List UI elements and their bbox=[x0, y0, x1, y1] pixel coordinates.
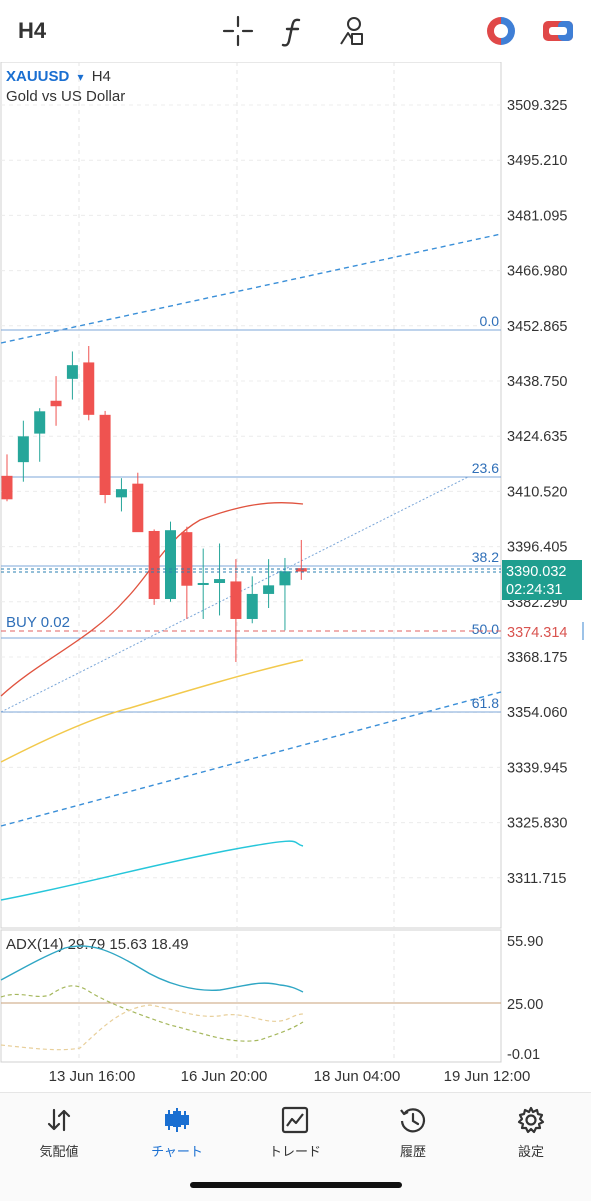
nav-quotes[interactable]: 気配値 bbox=[0, 1099, 118, 1159]
nav-settings[interactable]: 設定 bbox=[472, 1099, 590, 1159]
candle-body bbox=[148, 530, 160, 600]
price-axis-label: 3466.980 bbox=[507, 264, 567, 280]
home-indicator bbox=[190, 1182, 402, 1188]
indicator-pane-frame bbox=[0, 929, 502, 1063]
nav-trade[interactable]: トレード bbox=[236, 1099, 354, 1159]
candle-body bbox=[99, 414, 111, 495]
grid-horizontal bbox=[1, 104, 501, 879]
fibo-label-38-2: 38.2 bbox=[472, 549, 499, 565]
fibo-label-61-8: 61.8 bbox=[472, 695, 499, 711]
price-axis: 3509.325 3495.210 3481.095 3466.980 3452.865… bbox=[507, 98, 567, 887]
timeframe-button[interactable]: H4 bbox=[18, 18, 47, 43]
main-pane-frame bbox=[0, 61, 502, 929]
candle-body bbox=[66, 365, 78, 379]
candle-body bbox=[263, 585, 275, 594]
time-label-4: 19 Jun 12:00 bbox=[444, 1068, 531, 1085]
fibo-label-23-6: 23.6 bbox=[472, 460, 499, 476]
symbol-timeframe: H4 bbox=[92, 68, 111, 85]
price-axis-label: 3354.060 bbox=[507, 705, 567, 721]
one-click-trading-icon[interactable] bbox=[484, 14, 518, 48]
nav-history[interactable]: 履歴 bbox=[354, 1099, 472, 1159]
candle-body bbox=[165, 530, 176, 600]
price-chart[interactable]: 3509.325 3495.210 3481.095 3466.980 3452.865… bbox=[0, 61, 591, 1092]
fibo-label-50: 50.0 bbox=[472, 621, 499, 637]
grid-vertical bbox=[78, 62, 395, 1062]
symbol-header[interactable]: XAUUSD ▾ H4 bbox=[6, 68, 111, 85]
candle-body bbox=[279, 571, 291, 586]
price-axis-label: 3452.865 bbox=[507, 319, 567, 335]
nav-trade-label: トレード bbox=[268, 1144, 321, 1159]
candle-body bbox=[50, 400, 62, 407]
symbol-name: XAUUSD bbox=[6, 68, 70, 85]
nav-settings-label: 設定 bbox=[517, 1144, 544, 1159]
nav-history-label: 履歴 bbox=[399, 1144, 426, 1159]
gear-icon bbox=[517, 1106, 545, 1134]
adx-axis: 55.90 25.00 -0.01 bbox=[507, 934, 543, 1063]
candle-body bbox=[17, 436, 29, 463]
candle-body bbox=[230, 581, 242, 619]
nav-chart[interactable]: チャート bbox=[118, 1099, 236, 1159]
chart-area[interactable]: 3509.325 3495.210 3481.095 3466.980 3452.865… bbox=[0, 61, 591, 1092]
price-axis-label: 3339.945 bbox=[507, 760, 567, 776]
price-axis-label: 3410.520 bbox=[507, 484, 567, 500]
nav-chart-label: チャート bbox=[151, 1144, 203, 1159]
symbol-description: Gold vs US Dollar bbox=[6, 88, 125, 105]
candle-body bbox=[214, 579, 226, 583]
toggle-icon[interactable] bbox=[541, 14, 575, 48]
candle-body bbox=[34, 411, 46, 434]
fibonacci-levels[interactable] bbox=[1, 329, 501, 713]
fibonacci-labels: 0.0 23.6 38.2 50.0 61.8 bbox=[472, 313, 499, 711]
trade-chart-icon bbox=[281, 1106, 309, 1134]
price-axis-label: 3481.095 bbox=[507, 208, 567, 224]
adx-axis-mid: 25.00 bbox=[507, 997, 543, 1013]
adx-plus-di-line bbox=[0, 1004, 304, 1051]
current-price-box bbox=[502, 560, 582, 600]
candle-body bbox=[115, 489, 127, 498]
history-icon bbox=[400, 1108, 426, 1133]
time-label-3: 18 Jun 04:00 bbox=[314, 1068, 401, 1085]
price-axis-label: 3396.405 bbox=[507, 540, 567, 556]
adx-axis-max: 55.90 bbox=[507, 934, 543, 950]
time-label-1: 13 Jun 16:00 bbox=[49, 1068, 136, 1085]
adx-label: ADX(14) 29.79 15.63 18.49 bbox=[6, 936, 189, 953]
bar-countdown: 02:24:31 bbox=[506, 582, 562, 598]
price-axis-label: 3495.210 bbox=[507, 153, 567, 169]
adx-axis-min: -0.01 bbox=[507, 1047, 540, 1063]
time-label-2: 16 Jun 20:00 bbox=[181, 1068, 268, 1085]
candlestick-icon bbox=[165, 1108, 189, 1132]
candle-body bbox=[83, 362, 95, 415]
candle-body bbox=[246, 593, 258, 619]
adx-minus-di-line bbox=[0, 985, 304, 1042]
price-axis-label: 3424.635 bbox=[507, 429, 567, 445]
top-toolbar: H4 bbox=[0, 0, 591, 62]
time-axis: 13 Jun 16:00 16 Jun 20:00 18 Jun 04:00 1… bbox=[49, 1068, 531, 1085]
candlestick-series[interactable] bbox=[1, 345, 307, 662]
current-price: 3390.032 bbox=[506, 564, 566, 580]
candle-body bbox=[295, 568, 307, 572]
price-axis-label: 3325.830 bbox=[507, 816, 567, 832]
adx-main-line bbox=[0, 945, 304, 993]
moving-average-yellow bbox=[0, 659, 304, 763]
order-label[interactable]: BUY 0.02 bbox=[6, 614, 70, 631]
candle-body bbox=[181, 532, 193, 586]
nav-quotes-label: 気配値 bbox=[39, 1144, 79, 1159]
candle-body bbox=[1, 475, 13, 500]
price-axis-label: 3438.750 bbox=[507, 374, 567, 390]
moving-average-cyan bbox=[0, 840, 304, 901]
drawing-tools-icon[interactable] bbox=[335, 14, 369, 48]
order-price: 3374.314 bbox=[507, 625, 567, 641]
price-axis-label: 3509.325 bbox=[507, 98, 567, 114]
trendline-upper[interactable] bbox=[0, 233, 502, 344]
fibo-label-0: 0.0 bbox=[480, 313, 500, 329]
candle-body bbox=[197, 582, 209, 585]
candle-body bbox=[132, 483, 144, 533]
crosshair-icon[interactable] bbox=[221, 14, 255, 48]
quotes-arrows-icon bbox=[47, 1108, 71, 1132]
price-axis-label: 3311.715 bbox=[507, 871, 566, 887]
symbol-dropdown-icon: ▾ bbox=[78, 70, 84, 84]
function-icon[interactable] bbox=[277, 14, 311, 48]
price-axis-label: 3368.175 bbox=[507, 650, 567, 666]
